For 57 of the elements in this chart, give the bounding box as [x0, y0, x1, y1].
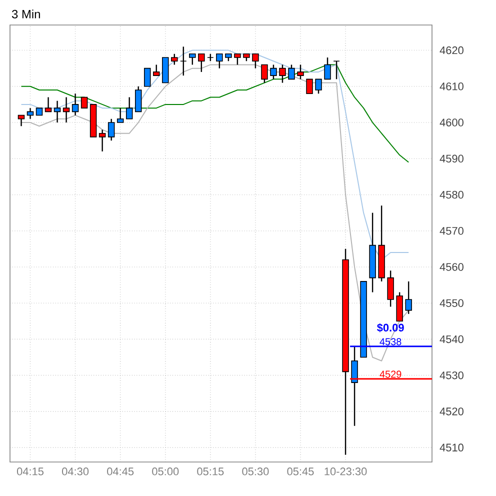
y-tick-label: 4600	[440, 118, 464, 126]
candlestick	[387, 270, 394, 308]
y-tick-label: 4560	[440, 263, 464, 271]
candlestick	[62, 96, 70, 124]
annotation: $0.09	[377, 323, 404, 332]
candlestick	[180, 46, 187, 76]
candlestick	[108, 118, 115, 142]
x-tick-label: 04:30	[62, 468, 89, 476]
y-tick-label: 4540	[440, 335, 464, 344]
y-tick-label: 4570	[440, 226, 464, 235]
candlestick	[351, 346, 358, 426]
ref-line-label: 4529	[380, 370, 402, 378]
x-tick-label: 05:45	[287, 468, 314, 476]
candlestick	[270, 64, 277, 80]
y-tick-label: 4550	[440, 299, 464, 307]
candlestick	[116, 107, 124, 124]
candlestick	[315, 78, 322, 94]
y-tick-label: 4620	[440, 46, 464, 54]
candlestick	[216, 53, 223, 69]
y-tick-label: 4510	[440, 444, 464, 452]
y-tick-label: 4530	[440, 371, 464, 380]
candlestick	[324, 56, 331, 80]
candlestick	[198, 53, 205, 73]
candlestick	[405, 280, 412, 315]
candlestick	[333, 60, 340, 80]
x-tick-label: 04:15	[16, 468, 44, 476]
candlestick	[306, 78, 313, 94]
y-tick-label: 4520	[440, 408, 464, 416]
candlestick	[261, 64, 268, 84]
candlestick	[279, 64, 286, 84]
y-tick-label: 4580	[440, 190, 464, 199]
y-tick-label: 4590	[440, 154, 464, 163]
candlestick	[189, 53, 196, 66]
candlestick	[26, 107, 34, 120]
x-tick-label: 05:15	[197, 468, 224, 476]
ref-line-label: 4538	[380, 338, 402, 346]
candlestick	[72, 93, 79, 116]
chart-title: 3 Min	[12, 10, 40, 18]
candlestick	[153, 64, 160, 76]
x-tick-label: 05:30	[242, 468, 269, 476]
candlestick	[252, 53, 259, 69]
candlestick	[126, 96, 133, 120]
candlestick	[288, 64, 295, 80]
candlestick	[18, 114, 25, 127]
candlestick	[234, 53, 241, 66]
candlestick	[144, 68, 151, 87]
candlestick	[134, 86, 142, 112]
candlestick	[80, 96, 88, 108]
candlestick	[44, 96, 52, 112]
x-tick-label: 05:00	[152, 468, 179, 476]
x-tick-label: 04:45	[107, 468, 134, 476]
y-tick-label: 4610	[440, 82, 464, 90]
candlestick	[171, 53, 178, 66]
candlestick	[54, 100, 61, 124]
x-tick-label: 10-23:30	[324, 468, 367, 476]
candlestick	[297, 64, 304, 80]
candlestick	[98, 129, 106, 152]
